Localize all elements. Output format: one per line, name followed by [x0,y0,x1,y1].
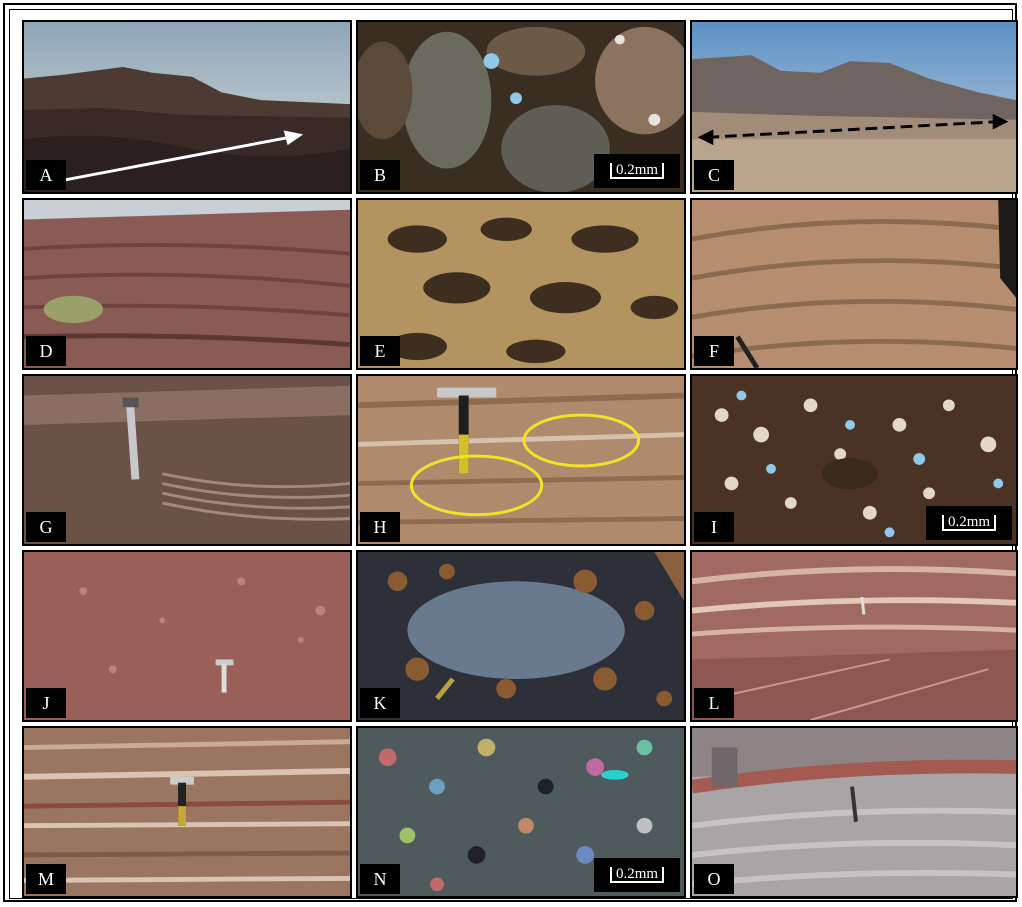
panel-label: C [694,160,734,190]
panel-l-outcrop-photo: L [690,550,1018,722]
direction-arrow-double [697,113,1009,146]
panel-a-landscape-photo: A [22,20,352,194]
panel-e-ripple-photo: E [356,198,686,370]
panel-label: L [694,688,734,718]
panel-label: G [26,512,66,542]
panel-m-outcrop-photo: M [22,726,352,898]
panel-label: F [694,336,734,366]
panel-label: N [360,864,400,894]
panel-f-ripple-photo: F [690,198,1018,370]
panel-c-landscape-photo: C [690,20,1018,194]
panel-label: O [694,864,734,894]
panel-label: D [26,336,66,366]
panel-label: H [360,512,400,542]
direction-arrow [62,130,304,182]
panel-label: K [360,688,400,718]
panel-label: J [26,688,66,718]
panel-i-thin-section-photo: I 0.2mm [690,374,1018,546]
panel-label: B [360,160,400,190]
scale-bar: 0.2mm [926,506,1012,540]
panel-k-outcrop-photo: K [356,550,686,722]
panel-b-thin-section-photo: B 0.2mm [356,20,686,194]
panel-d-outcrop-photo: D [22,198,352,370]
panel-n-thin-section-photo: N 0.2mm [356,726,686,898]
scale-bar-text: 0.2mm [609,867,665,883]
panel-label: M [26,864,66,894]
panel-label: A [26,160,66,190]
panel-o-outcrop-photo: O [690,726,1018,898]
scale-bar: 0.2mm [594,154,680,188]
panel-g-outcrop-photo: G [22,374,352,546]
panel-label: I [694,512,734,542]
scale-bar: 0.2mm [594,858,680,892]
scale-bar-text: 0.2mm [941,515,997,531]
scale-bar-text: 0.2mm [609,163,665,179]
panel-label: E [360,336,400,366]
panel-j-outcrop-photo: J [22,550,352,722]
panel-h-outcrop-photo: H [356,374,686,546]
